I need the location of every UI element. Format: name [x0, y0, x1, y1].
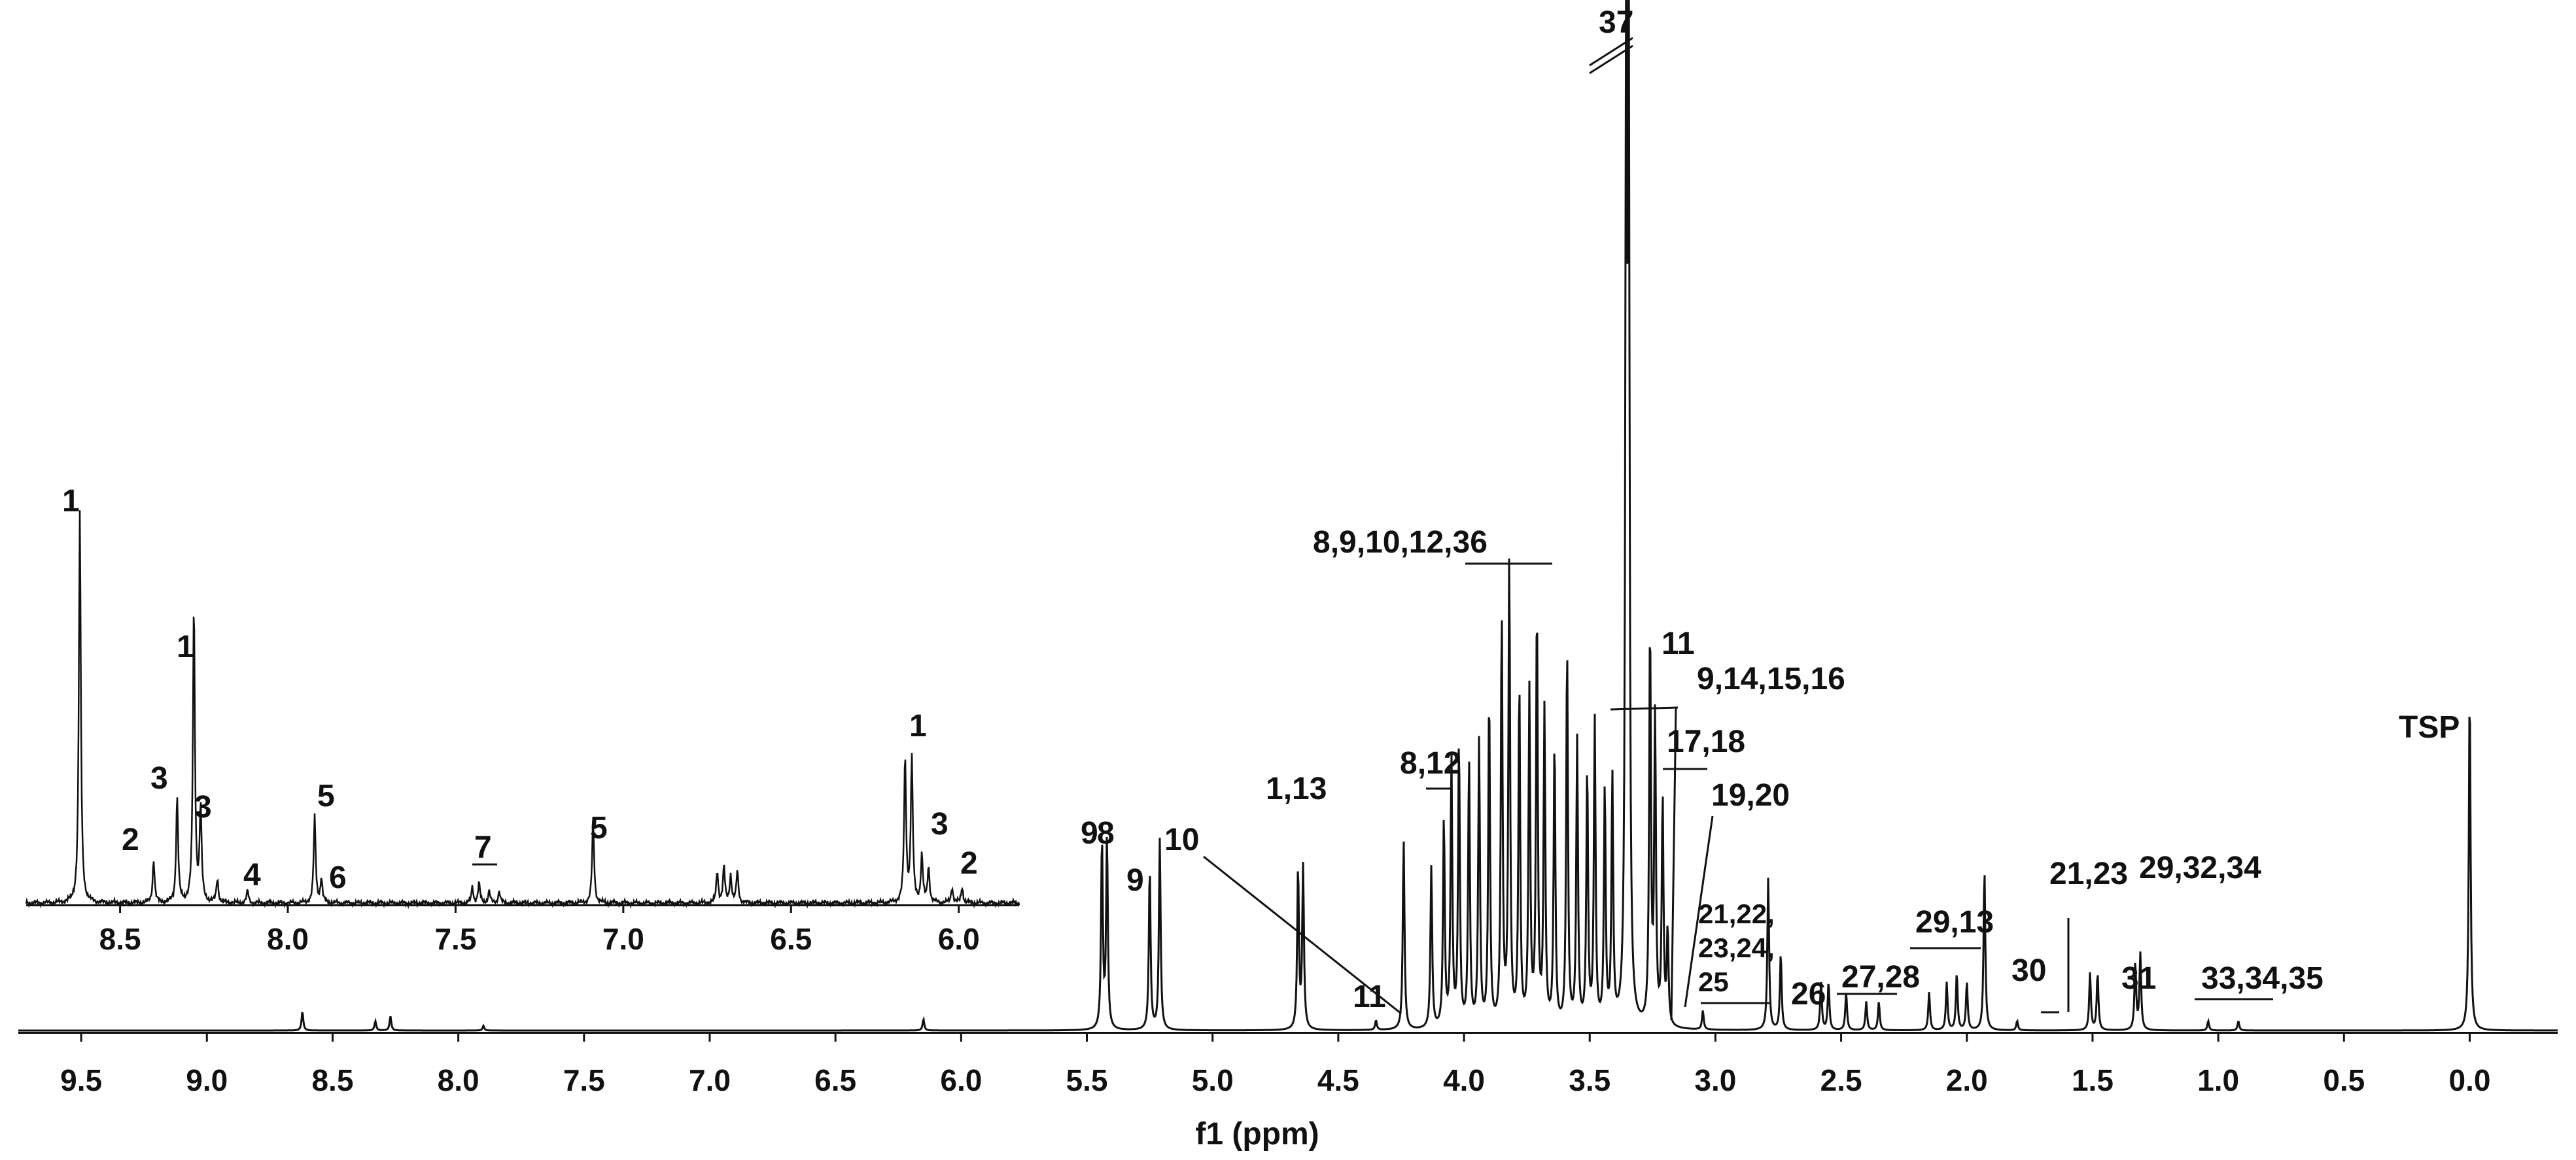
main-plot-frame — [18, 1032, 2558, 1034]
inset-peak-label: 1 — [62, 484, 80, 519]
peak-label: 31 — [2121, 961, 2156, 996]
axis-break-mark — [1589, 37, 1633, 67]
peak-label: 1,13 — [1266, 772, 1327, 806]
main-spectrum-trace — [18, 0, 2558, 1032]
x-tick-label: 0.0 — [2448, 1063, 2490, 1097]
x-tick-label: 1.0 — [2197, 1063, 2239, 1097]
inset-peak-label: 2 — [960, 846, 978, 881]
x-tick-label: 4.0 — [1443, 1063, 1485, 1097]
peak-label: 8,9,10,12,36 — [1313, 525, 1488, 560]
x-tick-label: 8.0 — [438, 1063, 479, 1097]
peak-label: 8 — [1097, 816, 1115, 851]
peak-label: 25 — [1698, 966, 1729, 997]
x-tick-label: 7.5 — [434, 922, 476, 956]
peak-label: 26 — [1791, 977, 1826, 1012]
inset-peak-label: 6 — [329, 861, 347, 895]
peak-label: 29,13 — [1915, 905, 1994, 940]
peak-label: 27,28 — [1841, 960, 1920, 995]
inset-peak-label: 1 — [909, 709, 927, 743]
inset-peak-label: 4 — [243, 858, 261, 893]
main-x-axis-title: f1 (ppm) — [1195, 1117, 1319, 1151]
x-tick-label: 6.5 — [814, 1063, 856, 1097]
x-tick-label: 7.0 — [689, 1063, 731, 1097]
inset-peak-label: 7 — [474, 830, 492, 865]
x-tick-label: 2.5 — [1820, 1063, 1862, 1097]
peak-label: 9 — [1081, 816, 1098, 851]
x-tick-label: 6.5 — [770, 922, 812, 956]
main-x-axis: 9.5 9.0 8.5 8.0 7.5 7.0 6.5 6.0 5.5 5.0 4.5 4.0 3.5 3… — [60, 1032, 2490, 1097]
x-tick-label: 7.5 — [563, 1063, 605, 1097]
peak-label: 37 — [1599, 5, 1633, 40]
peak-label: 17,18 — [1667, 725, 1745, 759]
inset-peak-label: 5 — [590, 811, 608, 845]
inset-x-axis: 8.5 8.0 7.5 7.0 6.5 6.0 — [99, 905, 980, 956]
inset-spectrum: 8.5 8.0 7.5 7.0 6.5 6.0 1 2 3 1 3 4 5 6 7 5 1… — [25, 484, 1020, 956]
x-tick-label: 6.0 — [940, 1063, 982, 1097]
x-tick-label: 3.5 — [1569, 1063, 1610, 1097]
peak-label: 21,22, — [1698, 898, 1775, 929]
peak-label: TSP — [2399, 710, 2460, 745]
x-tick-label: 8.5 — [311, 1063, 353, 1097]
x-tick-label: 9.5 — [60, 1063, 102, 1097]
x-tick-label: 4.5 — [1317, 1063, 1359, 1097]
inset-peak-label: 5 — [317, 779, 335, 813]
peak-label: 11 — [1662, 626, 1695, 661]
inset-peak-label: 3 — [931, 807, 949, 842]
peak-label: 23,24, — [1698, 932, 1775, 963]
inset-peak-label: 2 — [122, 823, 139, 857]
inset-peak-label: 3 — [194, 790, 212, 825]
x-tick-label: 7.0 — [602, 922, 644, 956]
x-tick-label: 6.0 — [938, 922, 980, 956]
x-tick-label: 5.0 — [1192, 1063, 1234, 1097]
peak-label: 8,12 — [1400, 746, 1461, 781]
peak-label: 21,23 — [2049, 857, 2128, 891]
inset-peak-label: 1 — [177, 630, 194, 664]
x-tick-label: 9.0 — [186, 1063, 228, 1097]
x-tick-label: 2.0 — [1946, 1063, 1988, 1097]
peak-label: 9 — [1126, 863, 1144, 898]
x-tick-label: 8.5 — [99, 922, 141, 956]
assignment-brackets — [1203, 562, 2273, 1021]
inset-spectrum-trace — [25, 510, 1020, 910]
peak-label: 30 — [2011, 953, 2046, 988]
peak-label: 19,20 — [1711, 778, 1790, 813]
peak-label: 33,34,35 — [2201, 961, 2324, 996]
x-tick-label: 8.0 — [267, 922, 309, 956]
peak-label: 9,14,15,16 — [1697, 662, 1845, 696]
x-tick-label: 0.5 — [2323, 1063, 2365, 1097]
x-tick-label: 5.5 — [1066, 1063, 1108, 1097]
axis-break-mark — [1589, 44, 1633, 75]
peak-label: 10 — [1164, 823, 1199, 857]
peak-label: 29,32,34 — [2139, 851, 2261, 885]
main-spectrum: 9.5 9.0 8.5 8.0 7.5 7.0 6.5 6.0 5.5 5.0 4.5 4.0 3.5 3… — [18, 0, 2558, 1151]
inset-peak-label: 3 — [150, 761, 168, 796]
x-tick-label: 1.5 — [2072, 1063, 2114, 1097]
x-tick-label: 3.0 — [1694, 1063, 1736, 1097]
